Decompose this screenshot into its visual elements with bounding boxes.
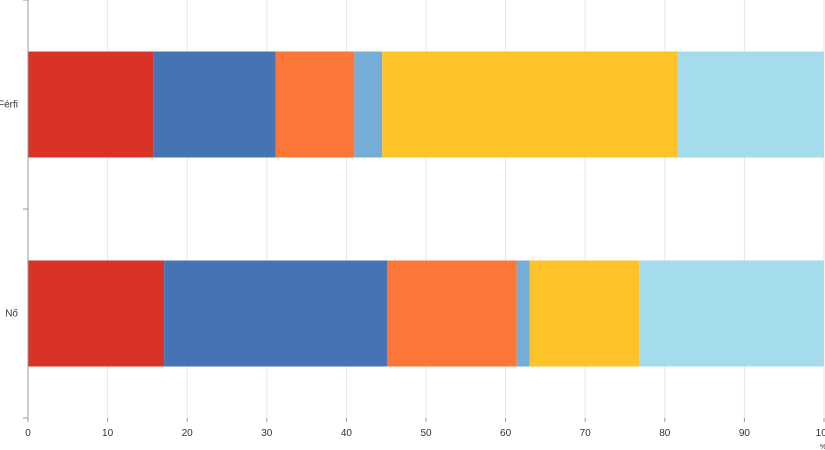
x-tick-label: 70 [580, 428, 592, 439]
x-tick-label: 50 [420, 428, 432, 439]
x-tick-label: 30 [261, 428, 273, 439]
bar-segment [28, 51, 154, 158]
bar-segment [164, 260, 387, 367]
bar-segment [677, 51, 824, 158]
axes [23, 0, 825, 422]
bar-segment [382, 51, 678, 158]
bar-segment [639, 260, 824, 367]
bar-segment [386, 260, 517, 367]
bar-segment [275, 51, 355, 158]
bar-segment [28, 260, 165, 367]
x-tick-label: 60 [500, 428, 512, 439]
x-tick-label: 80 [659, 428, 671, 439]
x-tick-label: 0 [25, 428, 31, 439]
bar-segment [153, 51, 276, 158]
x-tick-label: 20 [182, 428, 194, 439]
y-category-label: Férfi [0, 100, 18, 111]
bar-segment [354, 51, 383, 158]
x-unit-label: % [820, 444, 825, 450]
bar-segment [529, 260, 640, 367]
x-tick-label: 90 [739, 428, 751, 439]
axis-labels: 0 10 20 30 40 50 60 70 80 90 100% Férfi Nő [0, 100, 825, 450]
bar-segments [28, 51, 824, 367]
x-tick-label: 10 [102, 428, 114, 439]
x-tick-label: 40 [341, 428, 353, 439]
bar-segment [516, 260, 530, 367]
y-category-label: Nő [5, 309, 18, 320]
x-tick-label: 100 [816, 428, 825, 439]
